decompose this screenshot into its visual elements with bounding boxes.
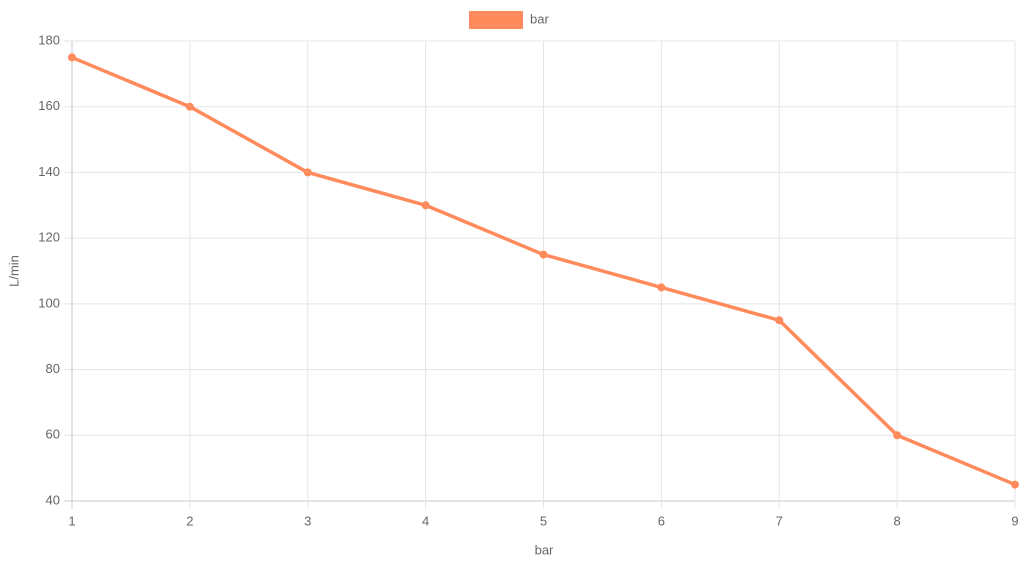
y-tick-label: 60 <box>46 427 60 442</box>
x-tick-label: 4 <box>422 513 429 528</box>
x-tick-label: 5 <box>540 513 547 528</box>
x-tick-label: 1 <box>68 513 75 528</box>
point <box>421 201 430 210</box>
x-tick-label: 3 <box>304 513 311 528</box>
point <box>539 250 548 259</box>
point <box>1011 480 1019 489</box>
x-tick-label: 6 <box>658 513 665 528</box>
legend-swatch <box>469 11 523 29</box>
point <box>893 431 902 440</box>
y-tick-label: 120 <box>38 230 60 245</box>
y-tick-label: 100 <box>38 295 60 310</box>
x-tick-label: 2 <box>186 513 193 528</box>
point <box>68 53 76 62</box>
y-axis-title: L/min <box>6 255 21 287</box>
x-axis-title: bar <box>535 542 554 557</box>
x-tick-label: 7 <box>776 513 783 528</box>
y-tick-label: 140 <box>38 164 60 179</box>
legend-label: bar <box>530 11 549 26</box>
y-tick-label: 80 <box>46 361 60 376</box>
x-tick-label: 9 <box>1011 513 1018 528</box>
y-tick-label: 160 <box>38 98 60 113</box>
point <box>185 102 194 111</box>
y-tick-label: 180 <box>38 32 60 47</box>
point <box>657 283 666 292</box>
y-tick-label: 40 <box>46 492 60 507</box>
x-tick-label: 8 <box>894 513 901 528</box>
point <box>775 316 784 325</box>
point <box>303 168 312 177</box>
